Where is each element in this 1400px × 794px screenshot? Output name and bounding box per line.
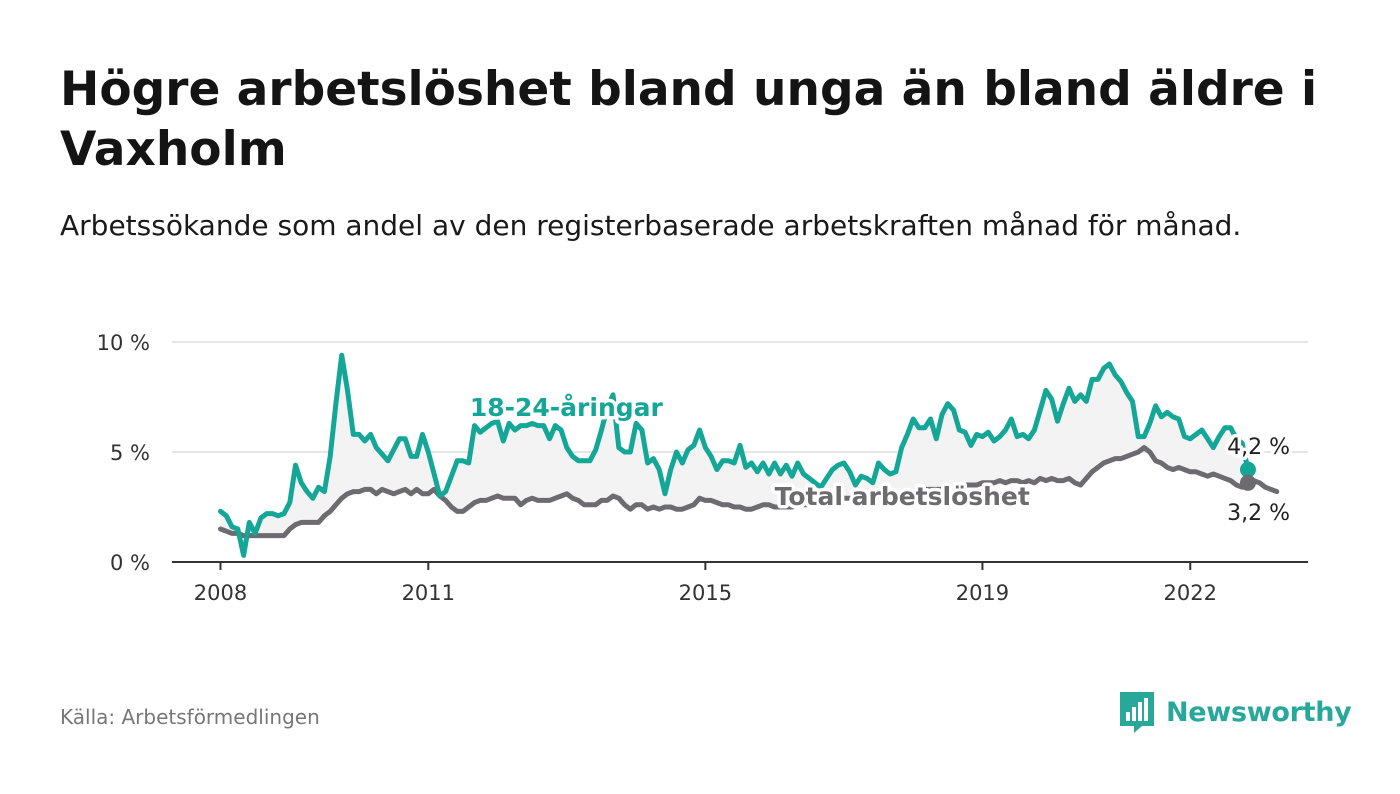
end-point-total <box>1239 474 1256 491</box>
chart-subtitle: Arbetssökande som andel av den registerb… <box>60 209 1242 242</box>
x-tick-label: 2022 <box>1164 581 1217 605</box>
chart-title: Högre arbetslöshet bland unga än bland ä… <box>60 62 1318 177</box>
gap-area <box>220 355 1248 556</box>
end-label-total: 3,2 % <box>1227 501 1290 526</box>
axis-layer: 0 % 5 % 10 % 2008 2011 2015 2019 2022 <box>97 331 1308 605</box>
y-tick-label: 0 % <box>110 551 150 575</box>
y-tick-label: 5 % <box>110 441 150 465</box>
brand-name: Newsworthy <box>1166 696 1352 728</box>
brand-logo[interactable]: Newsworthy <box>1118 690 1352 734</box>
end-label-total-halo: 3,2 % <box>1227 501 1290 526</box>
series-label-total-halo: Total arbetslöshet <box>775 482 1030 511</box>
area-layer <box>220 355 1248 556</box>
end-point-youth <box>1239 461 1256 478</box>
end-label-youth: 4,2 % <box>1227 435 1290 460</box>
series-label-total: Total arbetslöshet <box>775 482 1030 511</box>
source-note: Källa: Arbetsförmedlingen <box>60 705 320 729</box>
end-label-youth-halo: 4,2 % <box>1227 435 1290 460</box>
bar-chart-icon <box>1120 692 1154 733</box>
series-label-youth: 18-24-åringar <box>470 393 664 422</box>
series-line-total <box>218 445 1280 539</box>
series-label-youth-halo: 18-24-åringar <box>470 393 664 422</box>
y-tick-label: 10 % <box>97 331 150 355</box>
x-tick-label: 2019 <box>956 581 1009 605</box>
x-tick-label: 2011 <box>402 581 455 605</box>
x-tick-label: 2008 <box>194 581 247 605</box>
x-tick-label: 2015 <box>679 581 732 605</box>
series-line-youth <box>218 352 1251 558</box>
line-layer <box>218 352 1280 558</box>
